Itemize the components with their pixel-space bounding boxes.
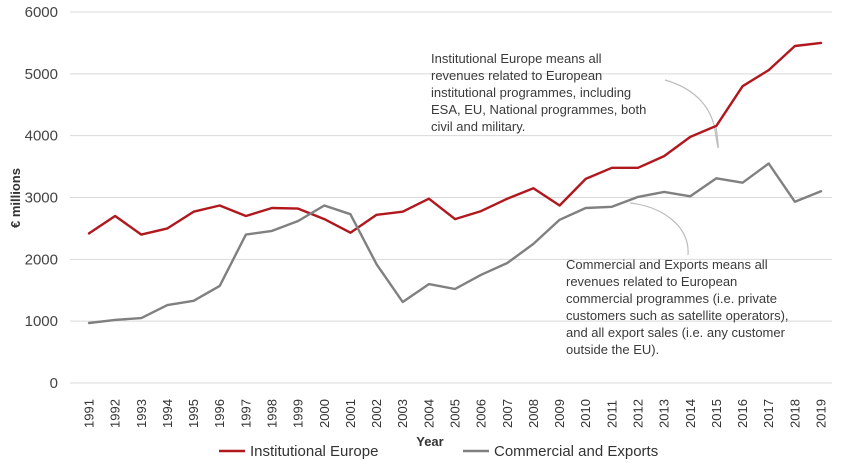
annotation-institutional: Institutional Europe means all revenues … [431, 51, 646, 134]
x-axis-title: Year [416, 434, 443, 449]
x-tick-label: 1996 [212, 399, 227, 428]
x-tick-label: 1997 [238, 399, 253, 428]
x-tick-label: 1998 [265, 399, 280, 428]
x-tick-label: 2000 [317, 399, 332, 428]
x-tick-label: 1999 [291, 399, 306, 428]
annotation-commercial-line-3: commercial programmes (i.e. private [566, 291, 777, 306]
y-tick-label: 6000 [25, 4, 58, 21]
x-tick-label: 1992 [108, 399, 123, 428]
x-tick-label: 2004 [421, 399, 436, 428]
x-tick-label: 2012 [631, 399, 646, 428]
x-tick-label: 2002 [369, 399, 384, 428]
series-line-commercial-and-exports [87, 162, 823, 325]
annotation-leader-institutional [664, 79, 719, 149]
x-tick-label: 2011 [604, 400, 619, 428]
annotation-institutional-line-3: institutional programmes, including [431, 85, 631, 100]
x-tick-label: 1994 [160, 399, 175, 428]
y-axis-ticks: 0 1000 2000 3000 4000 5000 6000 [25, 4, 58, 392]
x-tick-label: 2016 [735, 399, 750, 428]
legend-label-institutional: Institutional Europe [250, 443, 378, 460]
annotation-institutional-line-2: revenues related to European [431, 68, 602, 83]
x-tick-label: 2001 [343, 399, 358, 428]
x-tick-label: 2013 [657, 399, 672, 428]
x-tick-label: 1993 [134, 399, 149, 428]
x-tick-label: 2007 [500, 399, 515, 428]
x-tick-label: 2006 [474, 399, 489, 428]
annotation-commercial-line-4: customers such as satellite operators), [566, 308, 789, 323]
x-tick-label: 2019 [814, 399, 829, 428]
y-tick-label: 0 [50, 375, 58, 392]
x-tick-label: 2015 [709, 399, 724, 428]
y-tick-label: 1000 [25, 313, 58, 330]
annotation-commercial-line-5: and all export sales (i.e. any customer [566, 325, 786, 340]
x-tick-label: 2003 [395, 399, 410, 428]
y-tick-label: 5000 [25, 66, 58, 83]
x-tick-label: 2010 [578, 399, 593, 428]
annotation-institutional-line-4: ESA, EU, National programmes, both [431, 102, 646, 117]
legend-label-commercial: Commercial and Exports [494, 443, 658, 460]
x-tick-label: 2018 [787, 399, 802, 428]
x-tick-label: 2008 [526, 399, 541, 428]
y-axis-title: € millions [8, 168, 23, 228]
annotation-institutional-line-1: Institutional Europe means all [431, 51, 602, 66]
x-tick-label: 1995 [186, 399, 201, 428]
legend: Institutional Europe Commercial and Expo… [219, 443, 658, 460]
annotation-commercial-line-1: Commercial and Exports means all [566, 257, 768, 272]
annotation-institutional-line-5: civil and military. [431, 119, 525, 134]
x-tick-label: 2017 [761, 399, 776, 428]
annotation-commercial-line-2: revenues related to European [566, 274, 737, 289]
y-tick-label: 3000 [25, 190, 58, 207]
y-tick-label: 4000 [25, 128, 58, 145]
annotation-leader-commercial [629, 202, 689, 256]
x-tick-label: 2014 [683, 399, 698, 428]
annotation-commercial-line-6: outside the EU). [566, 342, 659, 357]
x-axis-ticks: 1991 1992 1993 1994 1995 1996 1997 1998 1999 2000… [82, 399, 829, 428]
series-line-institutional-europe [87, 41, 823, 236]
x-tick-label: 1991 [82, 399, 97, 428]
series-lines [87, 41, 823, 325]
x-tick-label: 2005 [448, 399, 463, 428]
annotation-commercial: Commercial and Exports means all revenue… [566, 257, 789, 357]
x-tick-label: 2009 [552, 399, 567, 428]
y-tick-label: 2000 [25, 251, 58, 268]
gridlines [70, 11, 832, 384]
